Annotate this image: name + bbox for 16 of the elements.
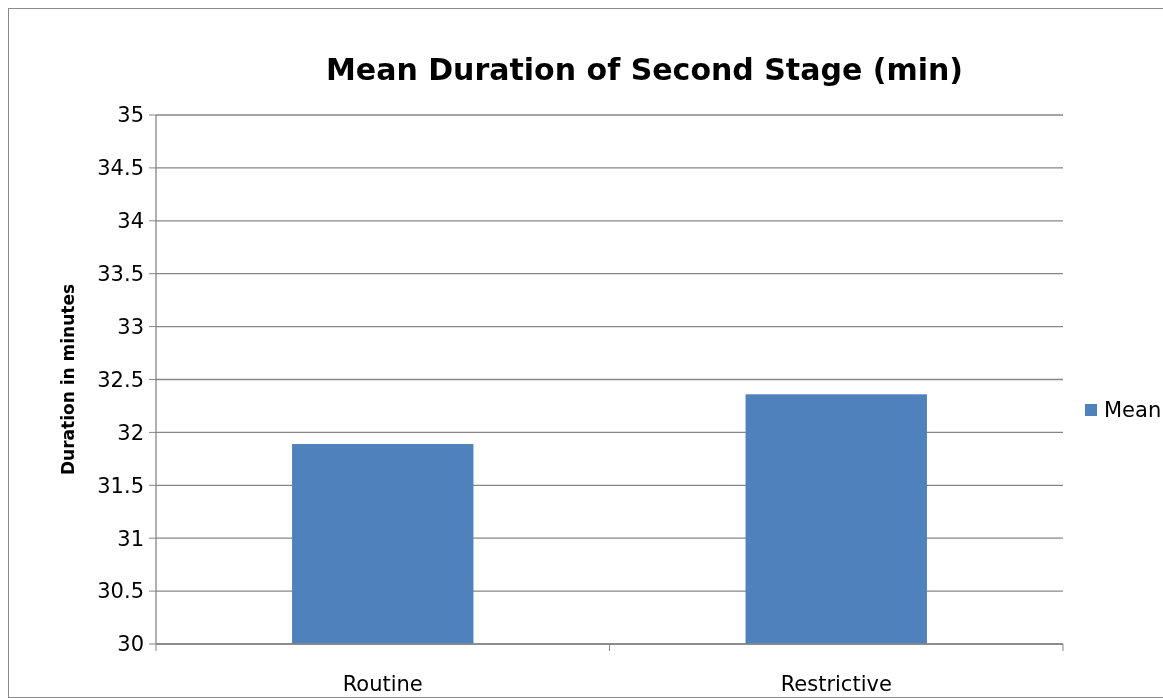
y-tick-label: 31 [117,526,144,551]
y-axis-title: Duration in minutes [58,283,78,476]
chart-title: Mean Duration of Second Stage (min) [325,52,964,87]
y-tick-label: 32 [117,420,144,445]
x-tick-label: Restrictive [780,672,892,696]
legend-label: Mean [1104,398,1162,423]
y-tick-label: 30 [117,632,144,657]
y-tick-label: 31.5 [97,473,144,498]
y-tick-label: 33.5 [97,262,144,287]
y-tick-label: 32.5 [97,367,144,392]
y-tick-label: 30.5 [97,579,144,604]
y-tick-label: 34.5 [97,156,144,181]
y-tick-label: 33 [117,314,144,339]
y-tick-label: 35 [117,103,144,128]
y-tick-label: 34 [117,209,144,234]
x-tick-label: Routine [342,672,423,696]
